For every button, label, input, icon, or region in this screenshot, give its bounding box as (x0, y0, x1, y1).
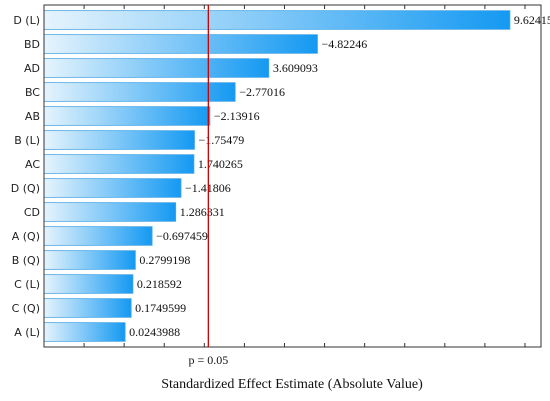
bar (43, 34, 318, 54)
bar (43, 226, 153, 246)
plot-frame (43, 4, 542, 348)
category-label: CD (24, 206, 40, 219)
category-label: B (Q) (12, 254, 40, 267)
category-label: B (L) (14, 134, 40, 147)
data-label: −2.13916 (214, 109, 260, 123)
data-label: 0.2799198 (139, 253, 190, 267)
category-label: A (L) (14, 326, 40, 339)
data-label: −0.697459 (156, 229, 208, 243)
category-labels: D (L) BD AD BC AB B (L) AC D (Q) CD A (Q) B (Q) C (… (11, 14, 41, 339)
category-label: C (Q) (12, 302, 40, 315)
bars-group (43, 10, 511, 342)
data-label: 1.286331 (180, 205, 225, 219)
bar (43, 250, 136, 270)
bar (43, 130, 195, 150)
category-label: AC (25, 158, 40, 171)
bar (43, 58, 270, 78)
bar (43, 10, 511, 30)
bar (43, 274, 134, 294)
bar (43, 322, 126, 342)
data-label: 1.740265 (198, 157, 243, 171)
data-label: 0.1749599 (135, 301, 186, 315)
category-label: A (Q) (12, 230, 40, 243)
bar (43, 106, 211, 126)
category-label: D (Q) (11, 182, 40, 195)
data-label: 0.0243988 (129, 325, 180, 339)
data-label: −1.75479 (198, 133, 244, 147)
data-label: −2.77016 (239, 85, 285, 99)
category-label: AB (25, 110, 40, 123)
data-label: −4.82246 (321, 37, 367, 51)
category-label: BC (25, 86, 40, 99)
category-label: C (L) (14, 278, 40, 291)
category-label: BD (24, 38, 40, 51)
bar (43, 178, 182, 198)
p-value-label: p = 0.05 (188, 353, 228, 367)
bar (43, 202, 177, 222)
category-label: AD (24, 62, 40, 75)
bar (43, 82, 236, 102)
data-label: 0.218592 (137, 277, 182, 291)
category-label: D (L) (13, 14, 40, 27)
data-label: 9.62415 (514, 13, 550, 27)
x-axis-ticks (83, 5, 526, 347)
bar (43, 298, 132, 318)
bar (43, 154, 195, 174)
x-axis-title: Standardized Effect Estimate (Absolute V… (161, 377, 423, 392)
data-label: 3.609093 (273, 61, 318, 75)
